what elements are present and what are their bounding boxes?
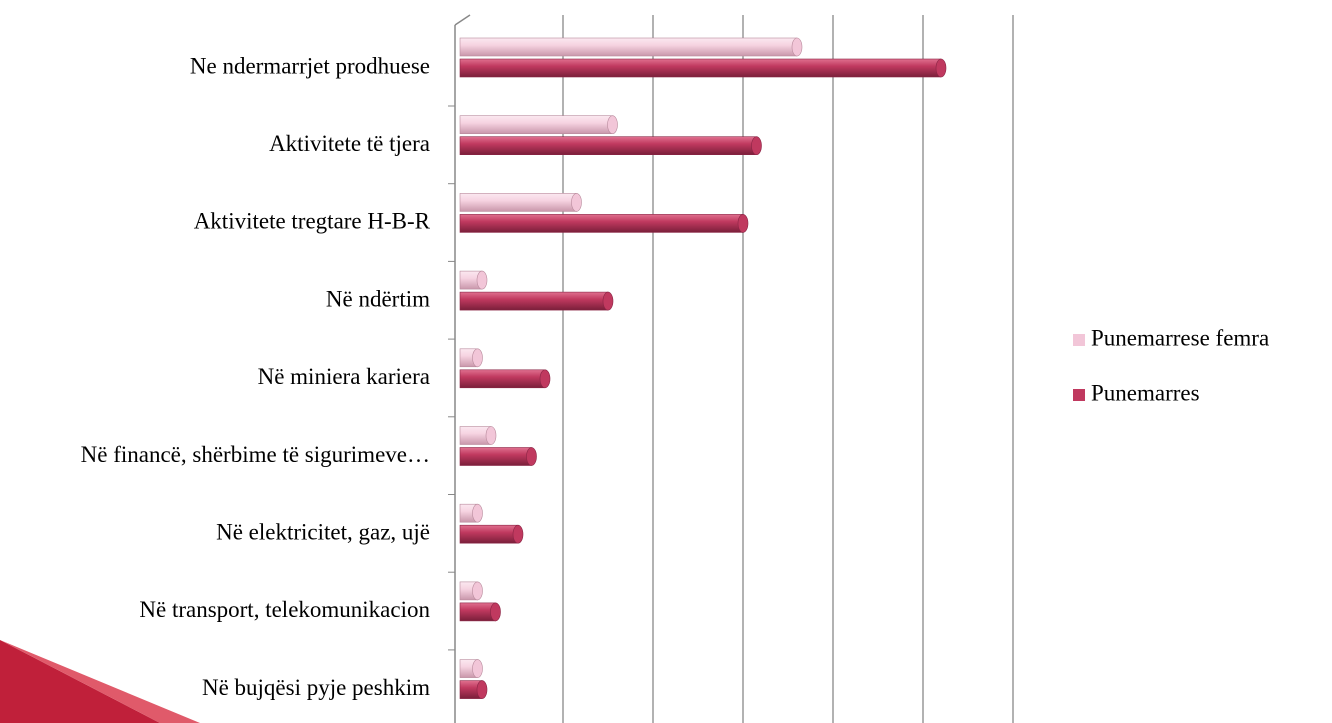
- legend-label: Punemarrese femra: [1091, 325, 1269, 350]
- bar: [459, 291, 614, 311]
- bar: [459, 214, 749, 233]
- bar: [459, 581, 483, 601]
- bar-cap: [602, 291, 614, 311]
- bar-body: [459, 214, 744, 233]
- legend-swatch: [1073, 334, 1085, 346]
- bar-cap: [476, 270, 488, 290]
- legend-label: Punemarres: [1091, 380, 1200, 405]
- bar-cap: [472, 503, 483, 523]
- y-tick-label: Në transport, telekomunikacion: [139, 597, 430, 622]
- bar-cap: [751, 136, 762, 155]
- y-tick-label: Në miniera kariera: [258, 364, 430, 389]
- bar-body: [459, 369, 546, 389]
- y-tick-label: Në bujqësi pyje peshkim: [202, 675, 430, 700]
- bar-cap: [935, 58, 947, 78]
- bar: [459, 503, 483, 523]
- bar: [459, 193, 582, 212]
- bar: [459, 524, 524, 544]
- bar: [459, 659, 483, 678]
- y-tick-label: Në ndërtim: [326, 286, 430, 311]
- bar-body: [459, 115, 613, 134]
- y-tick-label: Ne ndermarrjet prodhuese: [190, 53, 430, 78]
- bar-cap: [472, 581, 483, 601]
- bar-body: [459, 524, 519, 544]
- bar-cap: [476, 680, 488, 699]
- bar-body: [459, 291, 609, 311]
- bar-body: [459, 37, 798, 57]
- y-tick-label: Në financë, shërbime të sigurimeve…: [81, 442, 430, 467]
- bar-cap: [512, 524, 524, 544]
- y-tick-label: Në elektricitet, gaz, ujë: [216, 519, 430, 544]
- bar-body: [459, 58, 942, 78]
- bar-cap: [791, 37, 803, 57]
- bar-cap: [485, 426, 497, 445]
- bar-cap: [571, 193, 582, 212]
- bar-body: [459, 602, 496, 622]
- bar-cap: [490, 602, 501, 622]
- bar-cap: [472, 659, 483, 678]
- bar: [459, 136, 762, 155]
- decor-triangle: [0, 640, 200, 723]
- bar: [459, 680, 488, 699]
- y-tick-label: Aktivitete të tjera: [269, 131, 430, 156]
- bar: [459, 602, 501, 622]
- bar: [459, 115, 618, 134]
- bar-body: [459, 136, 757, 155]
- axis-wall: [454, 14, 471, 26]
- bar: [459, 37, 803, 57]
- bar: [459, 58, 947, 78]
- bar-cap: [539, 369, 551, 389]
- legend-swatch: [1073, 389, 1085, 401]
- bar-body: [459, 193, 577, 212]
- bar: [459, 447, 537, 466]
- bar: [459, 369, 551, 389]
- bar: [459, 270, 488, 290]
- bar-cap: [472, 348, 483, 368]
- bar-cap: [607, 115, 618, 134]
- y-tick-label: Aktivitete tregtare H-B-R: [194, 209, 431, 234]
- bar: [459, 348, 483, 368]
- bar: [459, 426, 497, 445]
- bar-cap: [737, 214, 749, 233]
- bar-body: [459, 447, 532, 466]
- bar-cap: [526, 447, 537, 466]
